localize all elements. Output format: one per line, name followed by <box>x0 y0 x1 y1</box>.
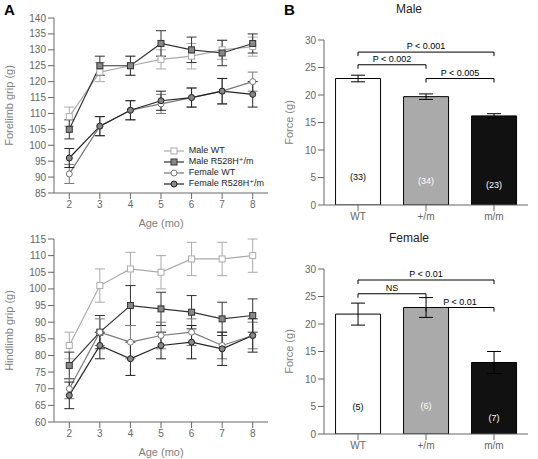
svg-text:(34): (34) <box>418 176 434 186</box>
svg-text:130: 130 <box>29 44 46 55</box>
svg-text:75: 75 <box>35 367 47 378</box>
svg-text:(6): (6) <box>421 401 432 411</box>
svg-text:5: 5 <box>310 172 316 183</box>
svg-text:115: 115 <box>30 234 46 245</box>
svg-text:20: 20 <box>305 90 317 101</box>
svg-text:15: 15 <box>305 346 317 357</box>
svg-text:100: 100 <box>29 283 46 294</box>
svg-text:P < 0.005: P < 0.005 <box>441 68 480 78</box>
svg-text:5: 5 <box>158 428 164 439</box>
svg-text:3: 3 <box>97 428 103 439</box>
svg-text:140: 140 <box>29 13 46 24</box>
svg-text:7: 7 <box>219 428 225 439</box>
svg-text:20: 20 <box>305 319 317 330</box>
svg-text:+/m: +/m <box>418 211 435 222</box>
svg-text:0: 0 <box>310 200 316 211</box>
svg-text:+/m: +/m <box>418 440 435 451</box>
svg-text:Hindlimb grip (g): Hindlimb grip (g) <box>8 290 15 371</box>
svg-text:Forelimb grip (g): Forelimb grip (g) <box>8 65 15 146</box>
html-text:Male R528H⁺/m: Male R528H⁺/m <box>188 156 254 166</box>
svg-text:90: 90 <box>35 172 47 183</box>
svg-text:0: 0 <box>310 429 316 440</box>
html-text:B: B <box>284 1 295 18</box>
html-text:Female R528H⁺/m: Female R528H⁺/m <box>188 178 264 188</box>
svg-text:NS: NS <box>386 283 399 293</box>
svg-text:Age (mo): Age (mo) <box>138 446 183 458</box>
svg-text:(33): (33) <box>350 172 366 182</box>
svg-text:P < 0.01: P < 0.01 <box>409 269 443 279</box>
svg-text:8: 8 <box>250 199 256 210</box>
svg-text:4: 4 <box>128 199 134 210</box>
svg-text:15: 15 <box>305 117 317 128</box>
svg-text:80: 80 <box>35 350 47 361</box>
svg-text:(23): (23) <box>486 180 502 190</box>
svg-text:WT: WT <box>350 211 366 222</box>
svg-text:P < 0.001: P < 0.001 <box>407 41 446 51</box>
svg-text:m/m: m/m <box>484 211 503 222</box>
svg-text:6: 6 <box>189 199 195 210</box>
svg-text:WT: WT <box>350 440 366 451</box>
html-text:A: A <box>4 1 15 18</box>
svg-text:60: 60 <box>35 417 47 428</box>
html-text:Female: Female <box>389 231 429 245</box>
svg-text:5: 5 <box>310 401 316 412</box>
svg-text:65: 65 <box>35 400 47 411</box>
svg-text:7: 7 <box>219 199 225 210</box>
svg-text:30: 30 <box>305 35 317 46</box>
svg-text:Force (g): Force (g) <box>283 329 295 374</box>
svg-text:115: 115 <box>30 92 46 103</box>
svg-text:10: 10 <box>305 374 317 385</box>
svg-text:105: 105 <box>29 267 46 278</box>
svg-text:125: 125 <box>29 60 46 71</box>
svg-text:2: 2 <box>67 199 73 210</box>
svg-text:2: 2 <box>67 428 73 439</box>
html-text:Male: Male <box>396 2 422 16</box>
svg-text:110: 110 <box>30 108 46 119</box>
svg-text:95: 95 <box>35 300 47 311</box>
svg-text:30: 30 <box>305 264 317 275</box>
svg-text:100: 100 <box>29 140 46 151</box>
svg-text:m/m: m/m <box>484 440 503 451</box>
svg-text:6: 6 <box>189 428 195 439</box>
svg-text:120: 120 <box>29 76 46 87</box>
svg-text:105: 105 <box>29 124 46 135</box>
svg-text:Force (g): Force (g) <box>283 100 295 145</box>
svg-text:P < 0.002: P < 0.002 <box>373 54 412 64</box>
svg-text:90: 90 <box>35 317 47 328</box>
svg-text:5: 5 <box>158 199 164 210</box>
svg-text:25: 25 <box>305 291 317 302</box>
svg-text:(5): (5) <box>353 402 364 412</box>
svg-text:10: 10 <box>305 145 317 156</box>
svg-text:110: 110 <box>30 250 46 261</box>
svg-text:135: 135 <box>29 28 46 39</box>
svg-text:3: 3 <box>97 199 103 210</box>
svg-text:4: 4 <box>128 428 134 439</box>
svg-text:85: 85 <box>35 188 47 199</box>
svg-text:25: 25 <box>305 62 317 73</box>
svg-text:Age (mo): Age (mo) <box>138 217 183 229</box>
svg-text:8: 8 <box>250 428 256 439</box>
svg-text:85: 85 <box>35 333 47 344</box>
svg-text:95: 95 <box>35 156 47 167</box>
svg-text:P < 0.01: P < 0.01 <box>443 297 477 307</box>
html-text:Male WT: Male WT <box>188 145 225 155</box>
svg-text:70: 70 <box>35 383 47 394</box>
svg-text:(7): (7) <box>489 413 500 423</box>
html-text:Female WT: Female WT <box>188 167 236 177</box>
